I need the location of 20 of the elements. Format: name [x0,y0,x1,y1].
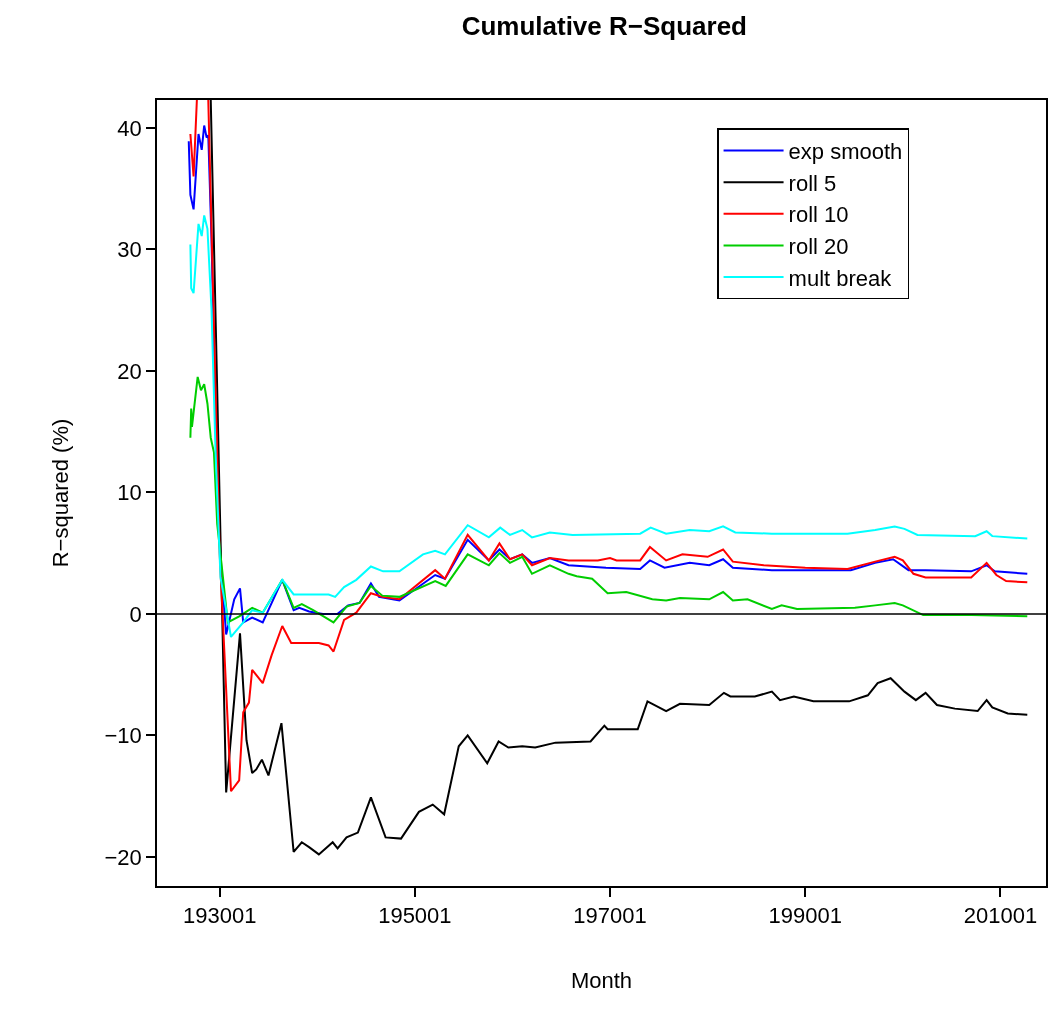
y-tick-label: 20 [117,358,142,384]
legend-label: roll 10 [788,202,849,228]
x-tick-label: 197001 [573,903,647,929]
x-tick-label: 195001 [378,903,452,929]
y-tick-label: −10 [104,723,142,749]
legend-label: roll 5 [788,170,837,196]
legend-label: roll 20 [788,233,849,259]
x-tick-label: 193001 [182,903,257,929]
chart-title: Cumulative R−Squared [461,11,747,42]
legend-label: exp smooth [788,139,903,165]
y-tick-label: 30 [117,237,142,263]
y-axis-title: R−squared (%) [47,418,73,568]
x-tick-label: 199001 [768,903,842,929]
y-tick-label: 0 [129,601,142,627]
y-tick-label: 10 [117,480,142,506]
legend-label: mult break [788,265,893,291]
x-tick-label: 201001 [963,903,1038,929]
x-axis-title: Month [570,967,633,993]
y-tick-label: 40 [117,115,142,141]
y-tick-label: −20 [104,844,142,870]
